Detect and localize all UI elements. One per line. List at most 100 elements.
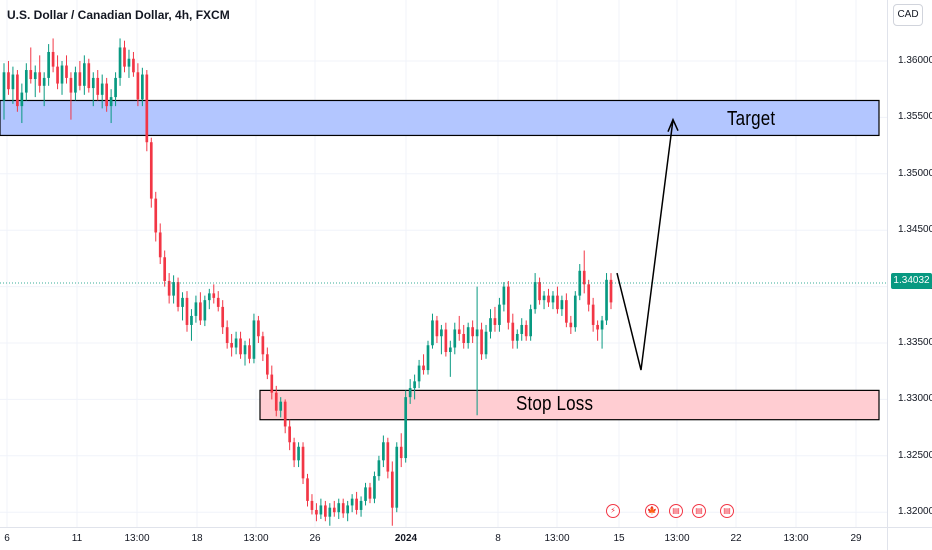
candle-body [417, 365, 421, 382]
price-tick-label: 1.32500 [898, 449, 932, 461]
candle-body [163, 257, 167, 281]
candle-body [551, 295, 555, 303]
candle-body [265, 354, 269, 375]
candle-body [145, 74, 149, 143]
candle-body [332, 507, 336, 513]
candle-body [132, 58, 135, 73]
us-flag-event-icon[interactable]: ▤ [720, 504, 734, 518]
candle-body [181, 297, 184, 307]
candle-body [453, 329, 457, 348]
candle-body [609, 279, 613, 303]
candle-body [315, 509, 318, 515]
candle-body [167, 280, 171, 296]
candle-body [203, 300, 207, 321]
candle-body [243, 345, 247, 355]
candle-body [207, 293, 211, 301]
candle-body [24, 70, 28, 93]
candle-body [373, 476, 376, 499]
time-tick-label: 13:00 [544, 533, 570, 544]
candle-body [556, 295, 559, 310]
candle-body [230, 343, 233, 348]
candle-body [493, 318, 497, 325]
candle-body [573, 295, 577, 328]
candle-body [185, 297, 189, 325]
candle-body [109, 97, 113, 107]
candle-body [51, 51, 55, 67]
candle-body [498, 304, 501, 325]
us-flag-event-icon[interactable]: ▤ [669, 504, 683, 518]
price-tick-label: 1.33500 [898, 337, 932, 348]
price-tick-label: 1.36000 [898, 55, 932, 66]
candle-body [274, 392, 278, 411]
candle-body [341, 503, 345, 514]
price-tick-label: 1.35500 [898, 111, 932, 123]
candle-body [158, 232, 162, 258]
candle-body [565, 300, 568, 323]
candle-body [426, 345, 430, 371]
candle-body [515, 333, 519, 341]
candle-body [16, 74, 19, 107]
time-tick-label: 8 [495, 533, 501, 544]
candle-body [154, 198, 158, 233]
candle-body [422, 365, 425, 371]
candle-body [390, 471, 394, 508]
price-tick-label: 1.33000 [898, 393, 932, 405]
lightning-event-icon[interactable]: ⚡ [606, 504, 620, 518]
candle-body [47, 51, 50, 78]
time-tick-label: 2024 [394, 533, 418, 544]
candle-body [91, 77, 95, 89]
candle-body [221, 306, 225, 328]
candle-body [533, 282, 537, 310]
candle-body [100, 83, 104, 95]
price-tick-label: 1.32000 [898, 506, 932, 518]
candle-body [524, 324, 528, 337]
candle-body [199, 302, 202, 321]
candle-body [172, 282, 175, 296]
candle-body [123, 47, 126, 67]
candle-body [60, 65, 64, 84]
currency-button[interactable]: CAD [893, 4, 923, 26]
candle-body [96, 77, 100, 95]
candle-body [404, 397, 408, 459]
candle-body [359, 500, 363, 510]
candle-body [234, 338, 238, 348]
stop-loss-zone[interactable] [259, 389, 880, 421]
candle-body [74, 72, 77, 93]
candle-body [301, 446, 305, 479]
candle-body [395, 446, 399, 508]
candle-body [440, 329, 443, 337]
candle-body [457, 329, 461, 334]
candle-body [502, 286, 506, 305]
projection-path[interactable] [616, 119, 674, 371]
candle-body [448, 347, 452, 353]
candle-body [56, 66, 59, 84]
candle-body [306, 478, 309, 501]
candle-body [248, 345, 251, 359]
candle-body [520, 324, 524, 334]
candle-body [194, 302, 198, 316]
candle-body [69, 77, 73, 93]
candle-body [591, 304, 595, 325]
candle-body [261, 336, 265, 355]
candle-body [288, 426, 291, 443]
candle-body [87, 63, 91, 89]
candle-body [386, 442, 390, 472]
candle-body [319, 505, 323, 515]
candle-body [176, 282, 180, 307]
canada-flag-event-icon[interactable]: 🍁 [645, 504, 659, 518]
time-tick-label: 13:00 [783, 533, 809, 544]
candle-body [279, 401, 283, 411]
candle-body [538, 282, 541, 301]
time-tick-label: 13:00 [664, 533, 690, 544]
candle-body [587, 284, 591, 305]
us-flag-event-icon[interactable]: ▤ [692, 504, 706, 518]
candle-body [569, 322, 573, 328]
candle-body [20, 92, 24, 107]
candle-body [466, 327, 470, 343]
candle-body [511, 322, 515, 341]
candle-body [435, 320, 439, 337]
candle-body [283, 401, 287, 427]
candle-body [507, 286, 510, 323]
